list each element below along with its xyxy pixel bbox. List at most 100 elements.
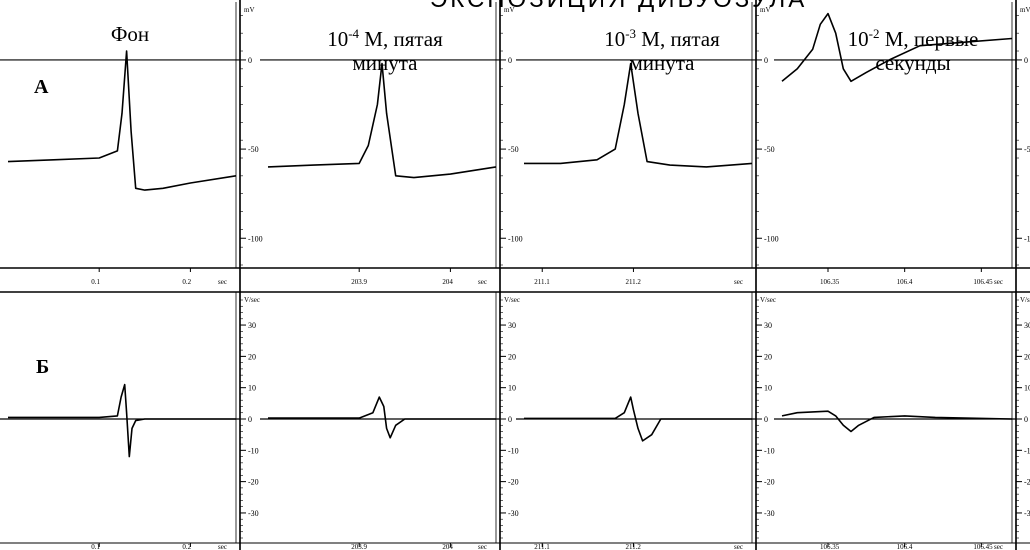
panel-title-2-base: 10	[327, 27, 349, 51]
y-tick-label: -50	[1024, 145, 1030, 154]
y-tick-label: 0	[248, 56, 252, 65]
x-tick-label: 106.35	[820, 278, 840, 286]
y-tick-label: -50	[248, 145, 259, 154]
y-tick-label: -10	[1024, 446, 1030, 455]
y-unit-label: mV	[760, 6, 771, 14]
signal-trace	[8, 383, 236, 458]
x-tick-label: 203.9	[351, 543, 367, 550]
x-tick-label: 106.4	[897, 278, 913, 286]
panel-title-4-line2: секунды	[875, 51, 951, 75]
y-unit-label: mV	[1020, 6, 1030, 14]
y-tick-label: 30	[508, 321, 516, 330]
signal-trace	[268, 396, 496, 439]
y-tick-label: -20	[248, 478, 259, 487]
row-label-a: А	[34, 76, 49, 98]
panel-title-2-rest: М, пятая	[359, 27, 443, 51]
panel-title-1-text: Фон	[110, 22, 150, 46]
signal-trace	[7, 50, 237, 191]
panel-title-2-exp: -4	[348, 26, 360, 41]
x-tick-label: 0.2	[182, 278, 191, 286]
x-tick-label: 106.45	[973, 543, 993, 550]
y-tick-label: 20	[764, 352, 772, 361]
y-tick-label: -20	[764, 478, 775, 487]
y-tick-label: 0	[1024, 56, 1028, 65]
y-unit-label: V/sec	[504, 296, 520, 304]
row-label-b: Б	[36, 356, 50, 378]
panel-title-3-rest: М, пятая	[636, 27, 720, 51]
signal-trace	[267, 62, 497, 179]
x-tick-label: 211.1	[534, 278, 550, 286]
y-tick-label: 10	[508, 384, 516, 393]
x-tick-label: 211.2	[625, 278, 641, 286]
y-tick-label: 0	[1024, 415, 1028, 424]
x-unit-label: sec	[994, 543, 1003, 550]
y-tick-label: 20	[1024, 352, 1030, 361]
x-unit-label: sec	[994, 278, 1003, 286]
x-tick-label: 204	[442, 278, 453, 286]
x-unit-label: sec	[218, 278, 227, 286]
panel-title-2: 10-4 М, пятая минута	[272, 22, 498, 75]
x-unit-label: sec	[734, 543, 743, 550]
panel-title-4-rest: М, первые	[879, 27, 979, 51]
y-tick-label: -30	[764, 509, 775, 518]
y-tick-label: 0	[764, 415, 768, 424]
x-unit-label: sec	[478, 278, 487, 286]
panel-title-3: 10-3 М, пятая минута	[552, 22, 772, 75]
y-tick-label: 30	[764, 321, 772, 330]
y-tick-label: -100	[1024, 234, 1030, 243]
x-tick-label: 0.1	[91, 278, 100, 286]
y-tick-label: 0	[508, 56, 512, 65]
y-tick-label: -20	[1024, 478, 1030, 487]
panel-title-2-line2: минута	[352, 51, 418, 75]
y-tick-label: -20	[508, 478, 519, 487]
panel-title-1: Фон	[40, 22, 220, 46]
signal-trace	[524, 396, 752, 442]
y-tick-label: -30	[1024, 509, 1030, 518]
y-tick-label: 0	[508, 415, 512, 424]
signal-trace	[524, 62, 753, 168]
y-tick-label: -100	[764, 234, 779, 243]
panel-title-4-base: 10	[847, 27, 869, 51]
x-tick-label: 106.35	[820, 543, 840, 550]
signal-trace	[781, 410, 1013, 433]
x-tick-label: 211.1	[534, 543, 550, 550]
x-unit-label: sec	[218, 543, 227, 550]
x-tick-label: 106.45	[973, 278, 993, 286]
y-tick-label: 10	[248, 384, 256, 393]
y-unit-label: V/sec	[1020, 296, 1030, 304]
y-tick-label: 10	[1024, 384, 1030, 393]
y-tick-label: 0	[248, 415, 252, 424]
y-tick-label: 30	[1024, 321, 1030, 330]
panel-title-4: 10-2 М, первые секунды	[800, 22, 1026, 75]
y-unit-label: mV	[244, 6, 255, 14]
y-tick-label: -10	[508, 446, 519, 455]
x-unit-label: sec	[478, 543, 487, 550]
y-tick-label: -50	[764, 145, 775, 154]
x-tick-label: 106.4	[897, 543, 913, 550]
x-tick-label: 0.1	[91, 543, 100, 550]
panel-title-3-line2: минута	[629, 51, 695, 75]
y-unit-label: V/sec	[244, 296, 260, 304]
signal-trace	[781, 12, 1013, 83]
y-tick-label: -10	[764, 446, 775, 455]
y-tick-label: -10	[248, 446, 259, 455]
y-tick-label: 10	[764, 384, 772, 393]
y-tick-label: 30	[248, 321, 256, 330]
panel-title-3-base: 10	[604, 27, 626, 51]
y-unit-label: mV	[504, 6, 515, 14]
y-unit-label: V/sec	[760, 296, 776, 304]
panel-title-3-exp: -3	[625, 26, 637, 41]
y-tick-label: 0	[764, 56, 768, 65]
x-tick-label: 0.2	[182, 543, 191, 550]
x-tick-label: 203.9	[351, 278, 367, 286]
y-tick-label: -100	[508, 234, 523, 243]
x-tick-label: 211.2	[625, 543, 641, 550]
y-tick-label: 20	[508, 352, 516, 361]
y-tick-label: -30	[508, 509, 519, 518]
y-tick-label: -30	[248, 509, 259, 518]
figure-title: ЭКСПОЗИЦИЯ ДИБУОЗУЛА	[430, 0, 1030, 14]
y-tick-label: -100	[248, 234, 263, 243]
panel-title-4-exp: -2	[868, 26, 880, 41]
y-tick-label: -50	[508, 145, 519, 154]
